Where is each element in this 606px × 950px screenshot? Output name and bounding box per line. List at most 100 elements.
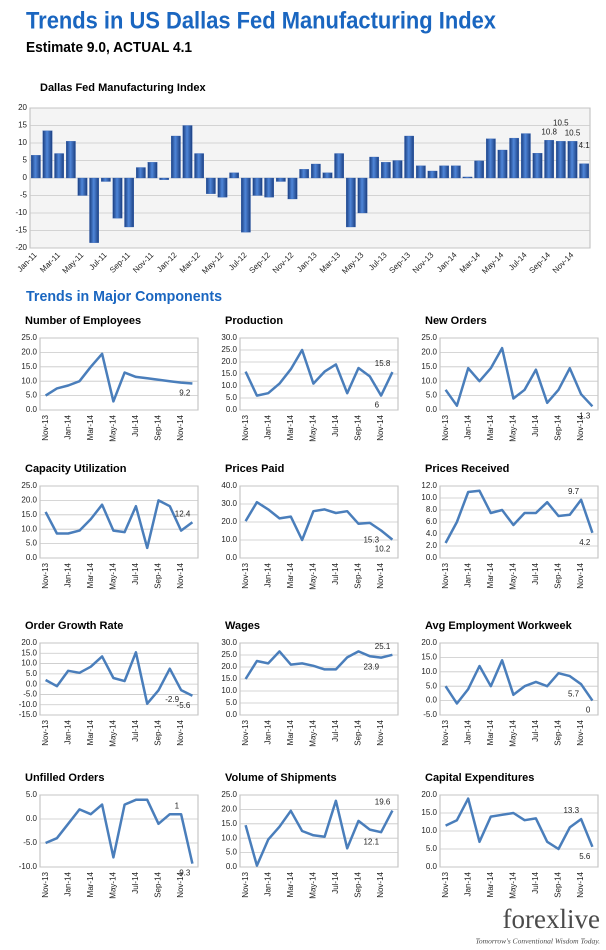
bar — [229, 172, 239, 179]
x-tick-label: May-14 — [508, 562, 517, 589]
y-tick-label: 0.0 — [226, 553, 238, 562]
x-tick-label: Jul-14 — [131, 719, 140, 741]
y-tick-label: 5.0 — [226, 848, 238, 857]
x-tick-label: Sep-14 — [354, 562, 363, 588]
y-tick-label: 5.0 — [426, 681, 438, 690]
chart-title: Prices Received — [425, 463, 509, 475]
data-label: 4.2 — [579, 538, 591, 547]
x-tick-label: Mar-14 — [486, 562, 495, 588]
y-tick-label: 0.0 — [426, 405, 438, 414]
line — [445, 797, 594, 851]
x-tick-label: Sep-14 — [354, 871, 363, 897]
x-tick-label: Jul-14 — [531, 871, 540, 893]
x-tick-label: Mar-14 — [486, 414, 495, 440]
y-tick-label: 25.0 — [21, 333, 37, 342]
bar — [497, 149, 508, 179]
x-tick-label: Nov-14 — [376, 414, 385, 440]
x-tick-label: Mar-11 — [38, 250, 62, 274]
x-tick-label: Nov-13 — [241, 414, 250, 440]
y-tick-label: 15.0 — [421, 653, 437, 662]
logo: forexlive — [503, 904, 600, 934]
x-tick-label: Jul-14 — [131, 871, 140, 893]
bar — [182, 125, 193, 179]
x-tick-label: Sep-14 — [354, 719, 363, 745]
y-tick-label: 0.0 — [426, 553, 438, 562]
bar — [241, 177, 251, 233]
y-tick-label: 5.0 — [226, 393, 238, 402]
x-tick-label: May-12 — [200, 250, 226, 276]
y-tick-label: 8.0 — [426, 505, 438, 514]
y-tick-label: 0.0 — [226, 405, 238, 414]
x-tick-label: May-14 — [508, 871, 517, 898]
x-tick-label: Jul-14 — [331, 414, 340, 436]
chart-title: Volume of Shipments — [225, 772, 337, 784]
x-tick-label: Mar-14 — [86, 562, 95, 588]
chart-title: Unfilled Orders — [25, 772, 104, 784]
x-tick-label: May-14 — [508, 719, 517, 746]
x-tick-label: Nov-14 — [176, 871, 185, 897]
y-tick-label: 20.0 — [221, 662, 237, 671]
x-tick-label: May-14 — [108, 871, 117, 898]
bar — [42, 130, 53, 179]
x-tick-label: Jul-14 — [507, 250, 529, 272]
y-tick-label: 20 — [18, 103, 27, 112]
x-tick-label: Jan-14 — [63, 719, 72, 744]
bar — [532, 152, 543, 179]
bar — [264, 177, 274, 198]
x-tick-label: Mar-14 — [86, 871, 95, 897]
x-tick-label: May-14 — [308, 871, 317, 898]
x-tick-label: May-14 — [508, 414, 517, 441]
y-tick-label: 20.0 — [421, 790, 437, 799]
bar — [89, 177, 99, 243]
plot-frame — [39, 485, 199, 559]
y-tick-label: 25.0 — [221, 790, 237, 799]
y-tick-label: 10.0 — [421, 493, 437, 502]
x-tick-label: Sep-14 — [554, 562, 563, 588]
bar — [194, 153, 204, 179]
chart-title: Prices Paid — [225, 463, 284, 475]
line — [444, 346, 594, 408]
data-label: 12.1 — [363, 837, 379, 846]
x-tick-label: Jan-14 — [63, 562, 72, 587]
y-tick-label: 5.0 — [26, 539, 38, 548]
y-tick-label: 20.0 — [421, 638, 437, 647]
y-tick-label: -10.0 — [19, 700, 38, 709]
bar — [311, 163, 321, 179]
y-tick-label: 0 — [23, 173, 28, 182]
y-tick-label: 25.0 — [21, 481, 37, 490]
bar — [392, 160, 403, 179]
y-tick-label: -20 — [15, 243, 27, 252]
y-tick-label: -15.0 — [19, 710, 38, 719]
bar — [54, 153, 64, 179]
y-tick-label: 20.0 — [21, 496, 37, 505]
bar — [439, 165, 449, 179]
data-label: 10.2 — [375, 545, 391, 554]
x-tick-label: May-14 — [108, 562, 117, 589]
y-tick-label: 20.0 — [21, 638, 37, 647]
x-tick-label: Nov-13 — [441, 414, 450, 440]
bar — [287, 177, 298, 200]
x-tick-label: Nov-12 — [271, 250, 296, 275]
bar — [474, 160, 484, 179]
y-tick-label: 40.0 — [221, 481, 237, 490]
y-tick-label: 20.0 — [221, 805, 237, 814]
x-tick-label: Mar-14 — [286, 871, 295, 897]
line — [44, 352, 193, 403]
bar — [147, 162, 158, 179]
x-tick-label: Sep-14 — [354, 414, 363, 440]
y-tick-label: 30.0 — [221, 333, 237, 342]
bar — [217, 177, 228, 198]
x-tick-label: Sep-13 — [387, 250, 412, 275]
x-tick-label: Mar-14 — [486, 719, 495, 745]
y-tick-label: 15.0 — [221, 369, 237, 378]
x-tick-label: Nov-13 — [41, 562, 50, 588]
data-label: 0 — [586, 706, 591, 715]
y-tick-label: 10 — [18, 138, 27, 147]
y-tick-label: -10 — [15, 208, 27, 217]
data-label: 6 — [375, 401, 380, 410]
data-label: 12.4 — [175, 509, 191, 518]
y-tick-label: 10.0 — [21, 524, 37, 533]
bar — [346, 177, 356, 228]
bar — [567, 141, 578, 179]
